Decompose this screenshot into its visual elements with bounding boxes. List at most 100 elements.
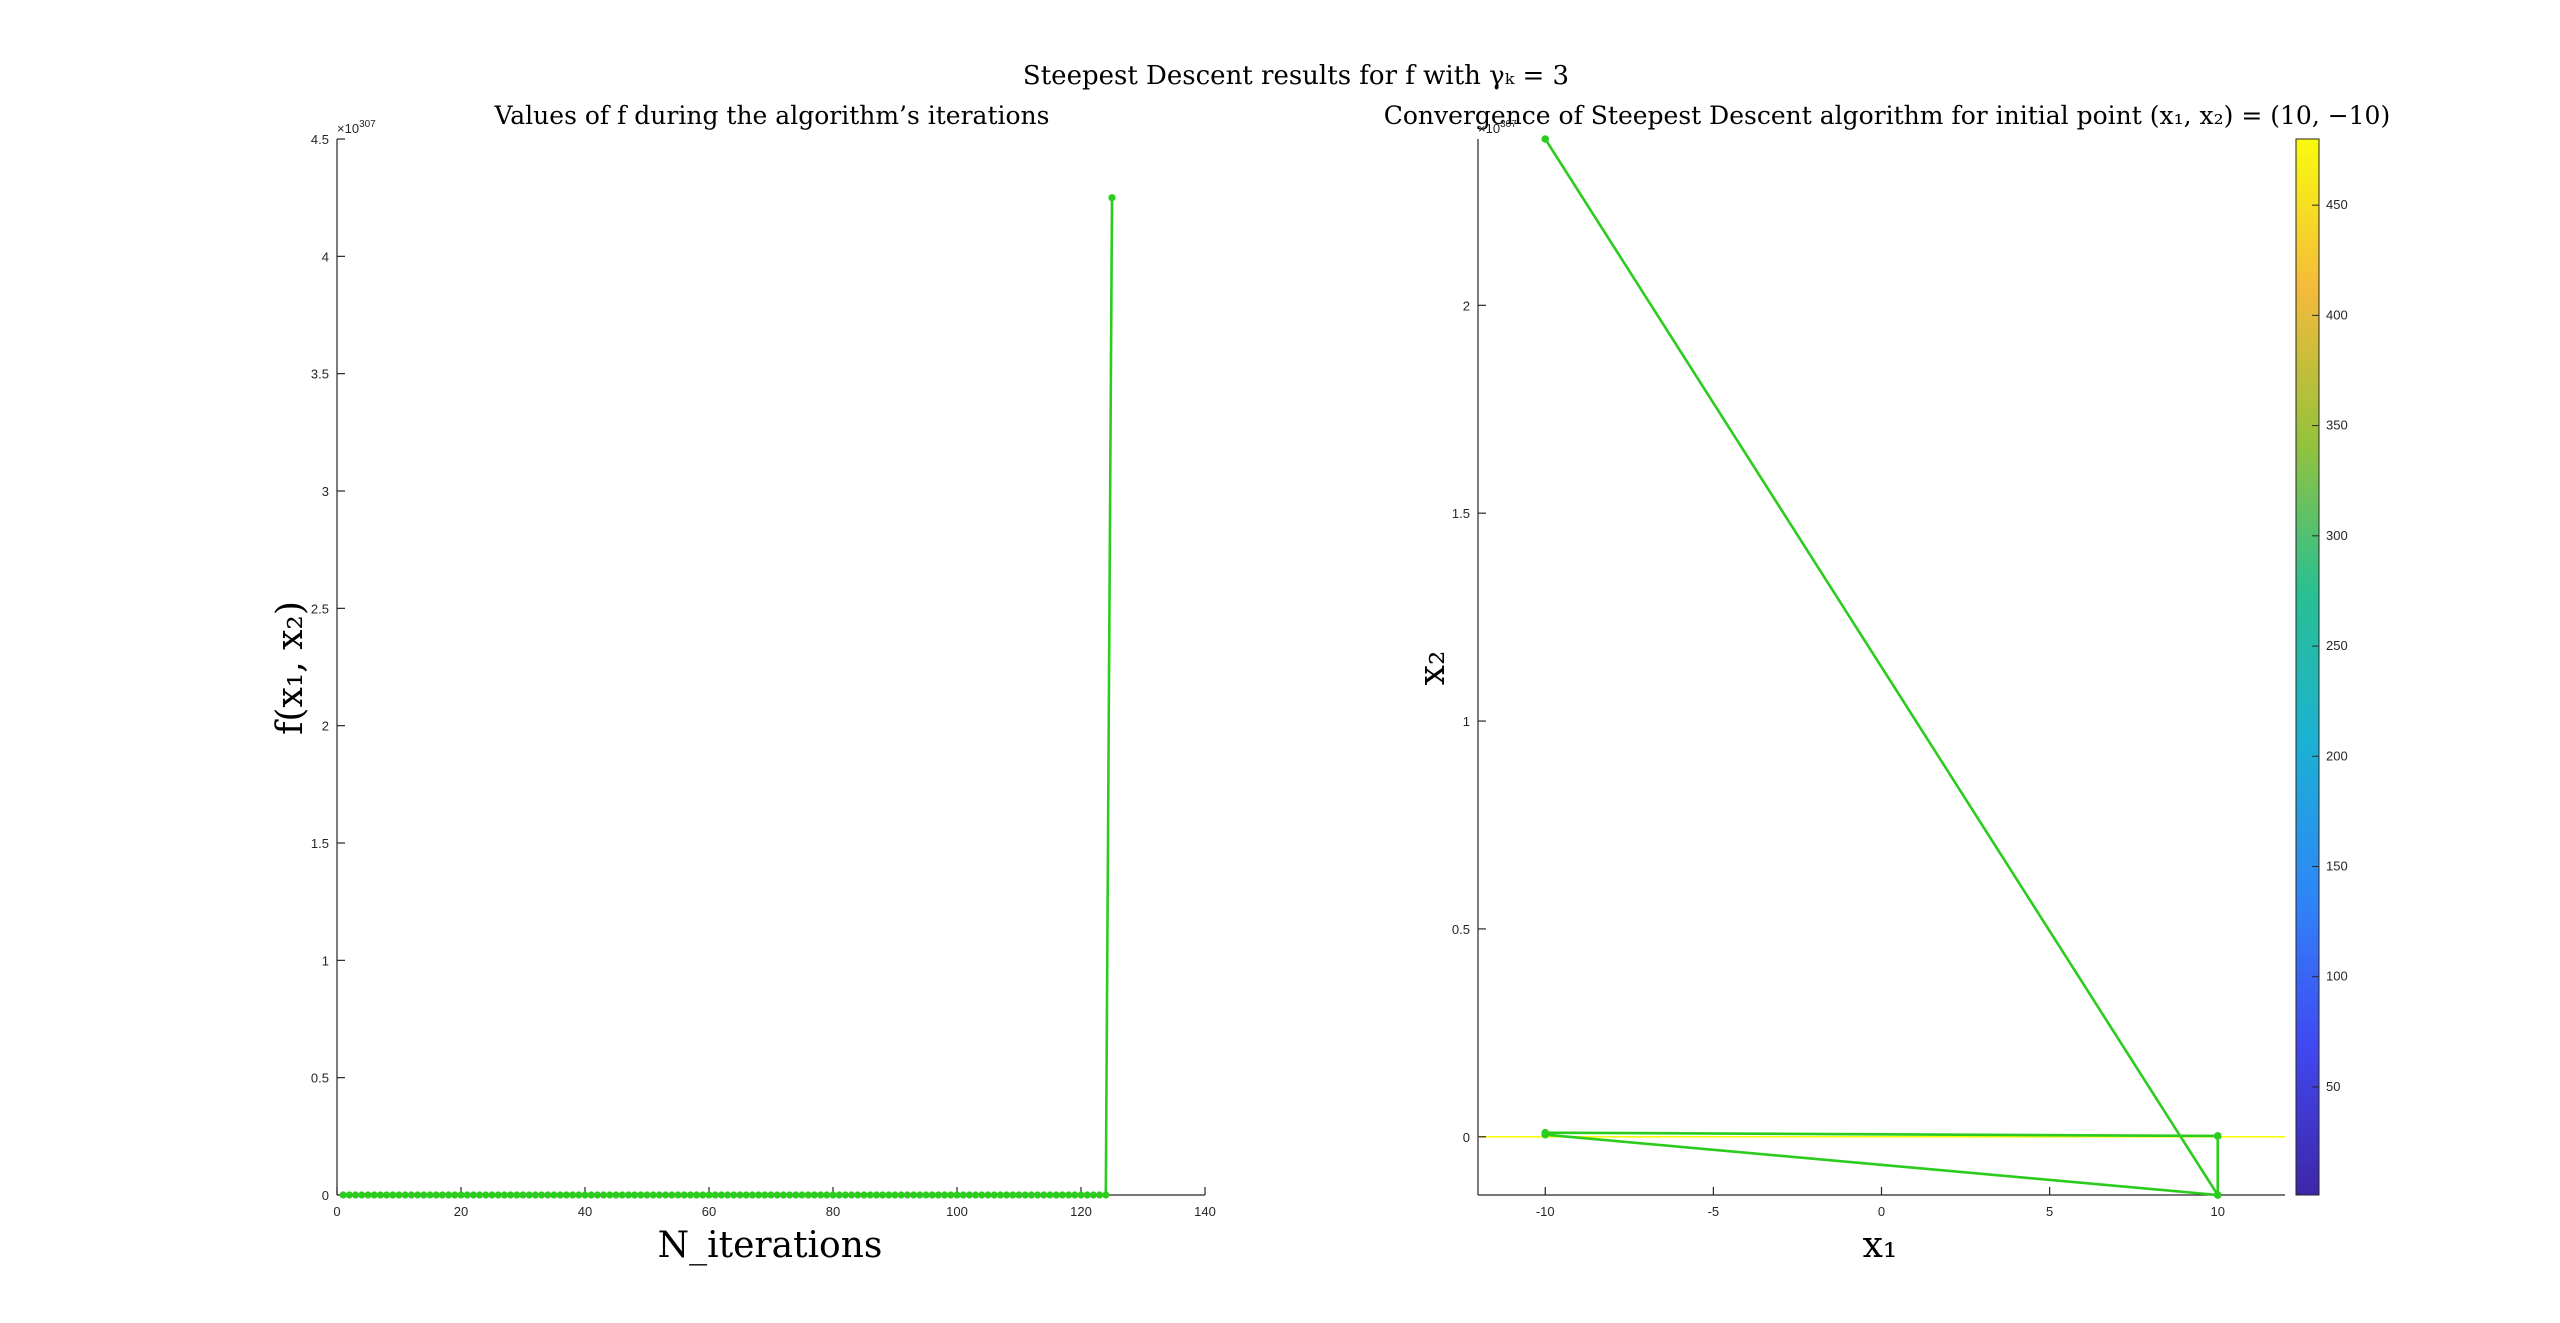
left-series-point [680,1191,688,1199]
left-series-point [637,1191,645,1199]
left-series-point [618,1191,626,1199]
left-y-tick-label: 3.5 [311,367,329,382]
left-series-point [494,1191,502,1199]
left-series-point [736,1191,744,1199]
left-series-point [922,1191,930,1199]
left-series-point [531,1191,540,1199]
left-x-tick-label: 60 [702,1204,716,1219]
left-series-point [1009,1191,1017,1199]
left-series-point [469,1191,477,1199]
left-series-line [343,197,1114,1197]
left-series-point [928,1191,936,1199]
left-y-tick-label: 4 [322,249,329,264]
left-plot-y-label: f(x₁, x₂) [270,601,311,735]
left-series-point [426,1191,434,1199]
left-series-point [593,1191,602,1199]
colorbar-tick-label: 50 [2326,1079,2340,1094]
left-series-point [786,1191,794,1199]
right-y-tick-label: 0.5 [1452,922,1470,937]
left-series-point [798,1191,806,1199]
left-series-point [370,1191,378,1199]
left-series-point [1003,1191,1011,1199]
left-series-point [1077,1191,1085,1199]
left-series-point [457,1191,465,1199]
left-series-point [1034,1191,1042,1199]
left-series-point [717,1191,726,1199]
right-path-point [1541,1128,1550,1137]
colorbar-tick-label: 300 [2326,528,2348,543]
right-x-tick-label: -10 [1536,1204,1555,1219]
left-series-point [916,1191,924,1199]
left-series-point [693,1191,701,1199]
left-series-point [507,1191,515,1199]
left-series-point [420,1191,428,1199]
left-series-point [730,1191,738,1199]
left-series-point [463,1191,471,1199]
left-series-point [848,1191,856,1199]
right-plot-title: Convergence of Steepest Descent algorith… [1384,101,2390,130]
left-plot-x-ticks: 0 20 40 60 80 100 120 140 [333,1187,1216,1219]
left-series-point [959,1191,967,1199]
left-series-point [476,1191,484,1199]
left-x-tick-label: 0 [333,1204,340,1219]
left-series-point [829,1191,837,1199]
left-series-point [662,1191,670,1199]
left-series-point [699,1191,707,1199]
left-series-point [823,1191,831,1199]
left-x-tick-label: 40 [578,1204,592,1219]
right-plot-y-ticks: 0 0.5 1 1.5 2 [1452,298,1486,1145]
right-plot-y-label: x₂ [1412,651,1453,686]
left-series-point [705,1191,713,1199]
left-series-point [1083,1191,1091,1199]
left-series-point [414,1191,422,1199]
left-series-point [742,1191,750,1199]
left-series-point [445,1191,453,1199]
left-series-point [395,1191,403,1199]
left-series-point [779,1191,788,1199]
left-series-point [817,1191,825,1199]
colorbar [2295,138,2320,1196]
left-series-point [538,1191,546,1199]
colorbar-tick-label: 350 [2326,418,2348,433]
left-series-point [500,1191,508,1199]
left-series-point [1096,1191,1104,1199]
right-plot-path [1541,135,2222,1200]
left-series-point [903,1191,912,1199]
right-y-tick-label: 2 [1463,298,1470,313]
colorbar-tick-label: 450 [2326,197,2348,212]
left-series-point [1089,1191,1097,1199]
left-series-point [1046,1191,1054,1199]
left-series-point [972,1191,980,1199]
right-x-tick-label: 0 [1878,1204,1885,1219]
right-path-line [1543,138,2220,1200]
left-series-point [432,1191,440,1199]
left-series-point [947,1191,955,1199]
left-series-point [482,1191,490,1199]
colorbar-tick-label: 250 [2326,638,2348,653]
left-series-point [1065,1191,1073,1199]
left-series-point [376,1191,384,1199]
left-series-point [569,1191,577,1199]
left-series-point [990,1191,998,1199]
left-series-point [550,1191,558,1199]
left-series-point [525,1191,533,1199]
left-series-point [513,1191,521,1199]
right-plot: Convergence of Steepest Descent algorith… [1384,101,2390,1266]
left-series-point [910,1191,918,1199]
right-x-tick-label: 5 [2046,1204,2053,1219]
left-y-tick-label: 4.5 [311,132,329,147]
left-series-point [711,1191,719,1199]
left-series-point [767,1191,775,1199]
left-series-point [438,1191,446,1199]
left-series-point [866,1191,874,1199]
right-y-tick-label: 0 [1463,1130,1470,1145]
colorbar-tick-label: 200 [2326,748,2348,763]
left-series-point [562,1191,571,1199]
left-series-point [383,1191,391,1199]
right-path-point [2213,1132,2222,1140]
left-series-point [401,1191,409,1199]
left-series-point [1102,1191,1110,1199]
right-path-point [2213,1191,2222,1199]
left-series-point [686,1191,695,1199]
